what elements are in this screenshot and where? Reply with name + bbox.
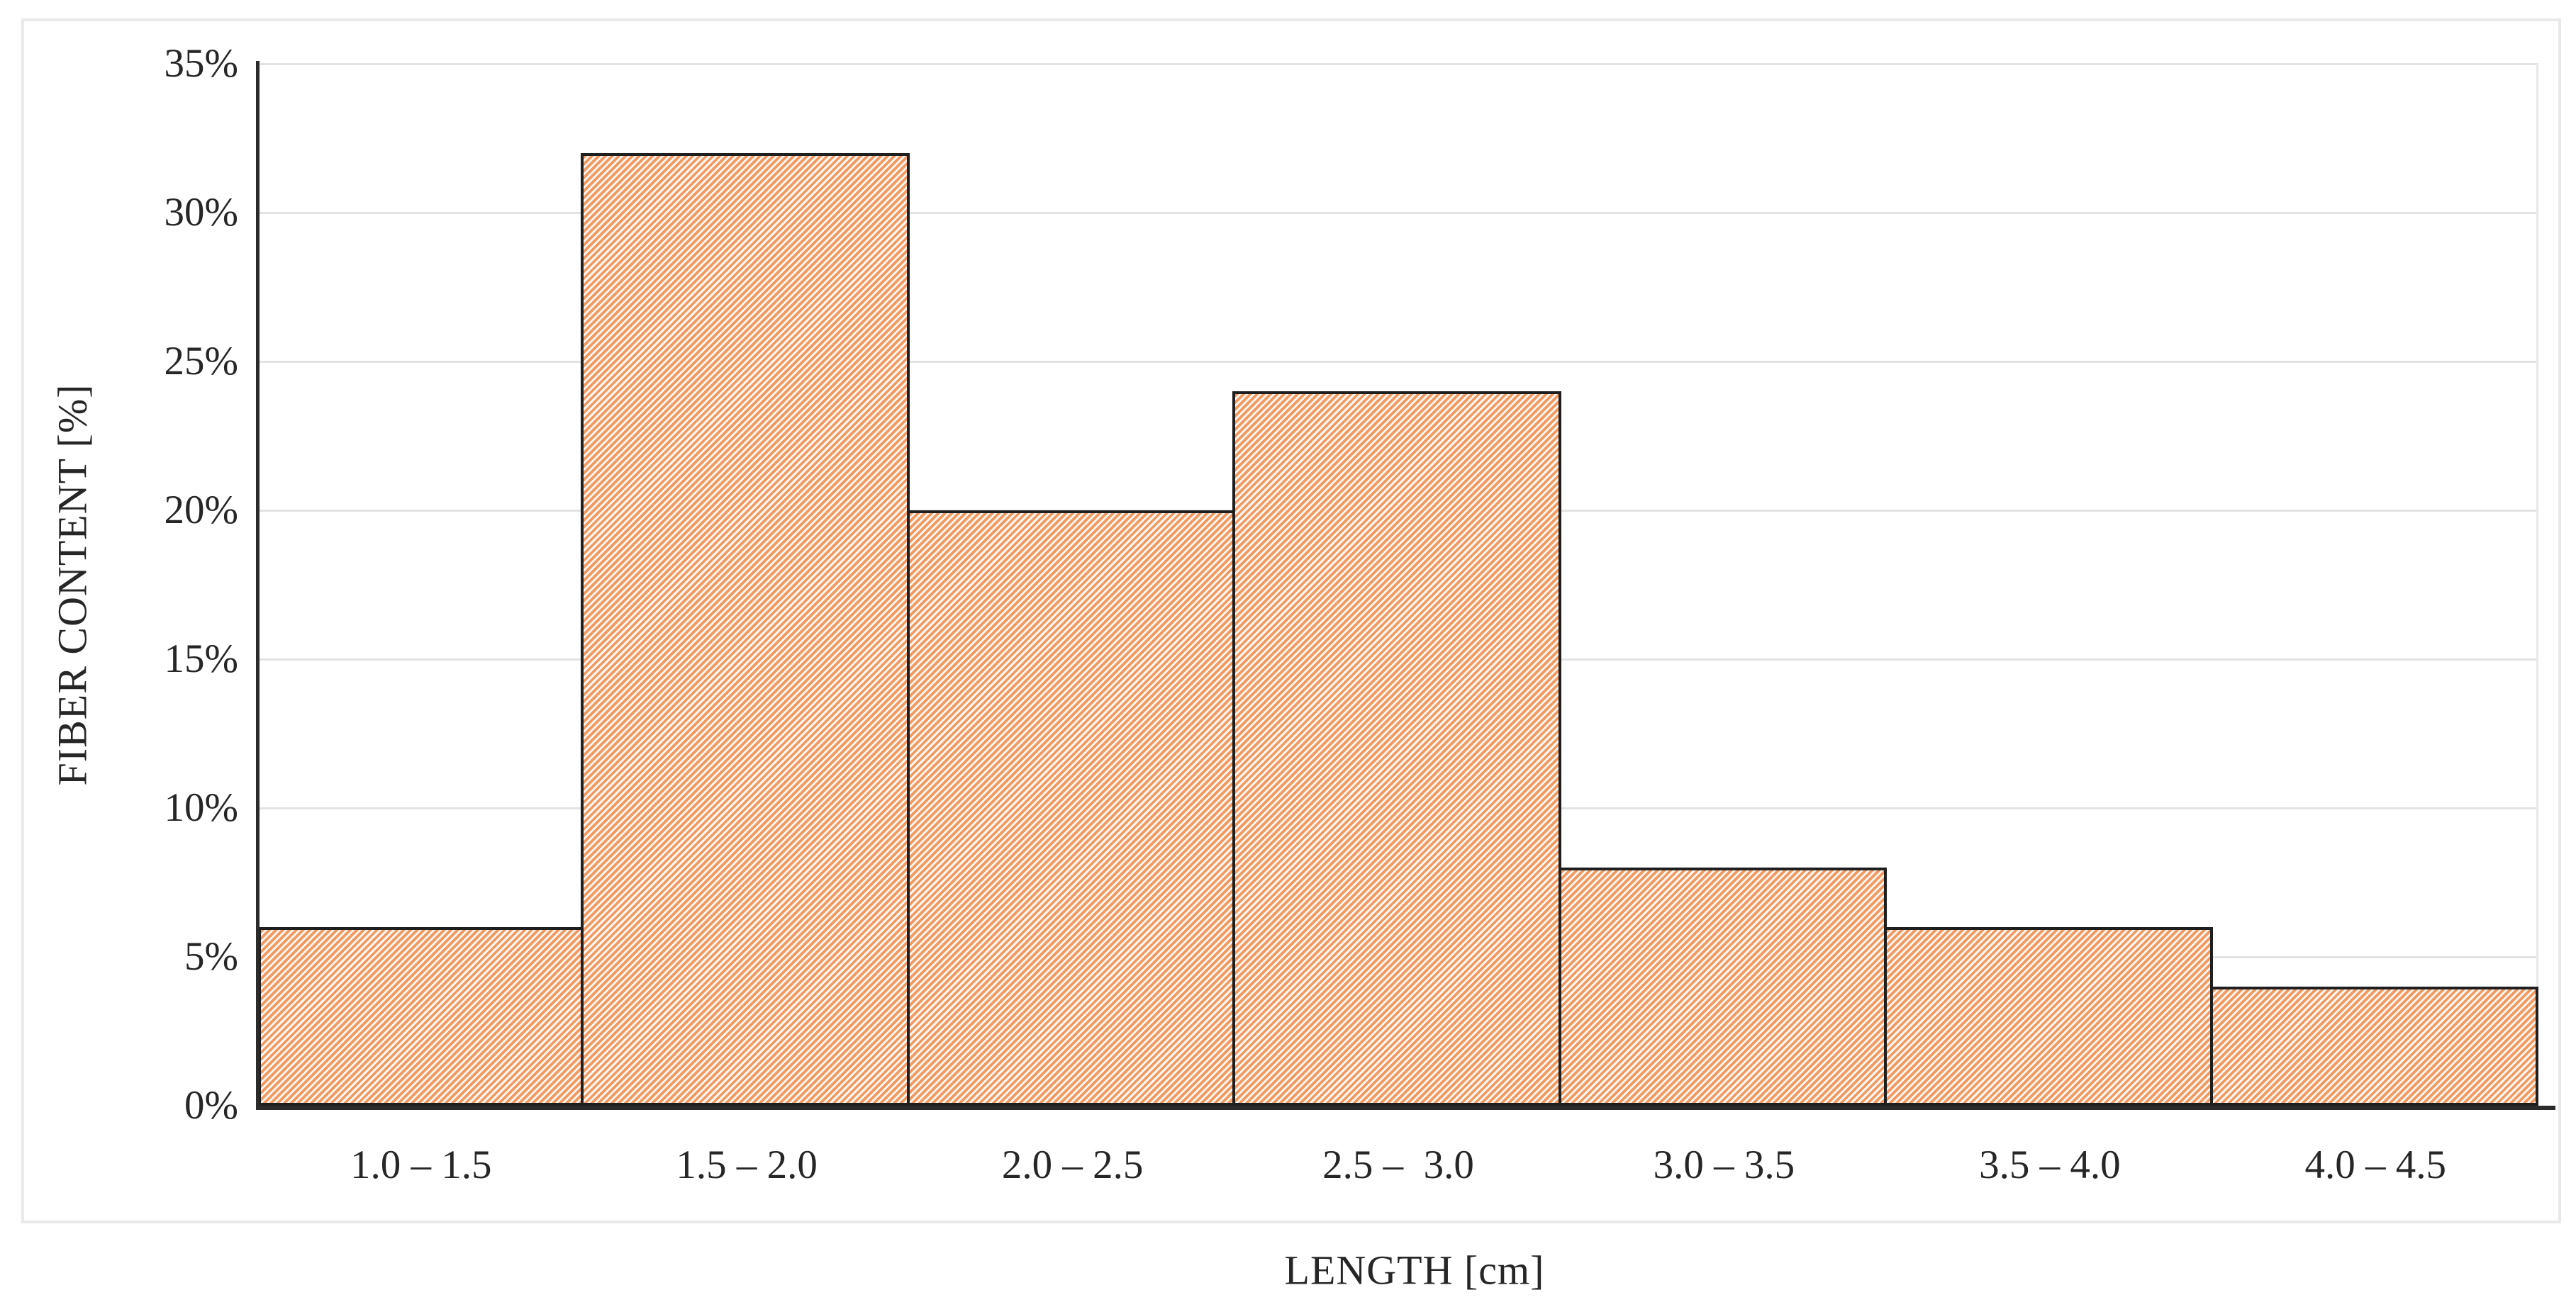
histogram-bar — [258, 927, 584, 1106]
x-tick-label: 1.5 – 2.0 — [676, 1143, 818, 1187]
x-tick-label: 2.0 – 2.5 — [1001, 1143, 1144, 1187]
x-axis-title: LENGTH [cm] — [1284, 1247, 1545, 1294]
y-tick-label: 15% — [164, 636, 238, 681]
histogram-bar — [2210, 987, 2538, 1106]
x-tick-label: 3.5 – 4.0 — [1979, 1143, 2121, 1187]
y-tick-label: 5% — [184, 934, 238, 979]
gridline — [258, 361, 2538, 363]
y-axis-line — [256, 61, 260, 1110]
y-tick-label: 25% — [164, 339, 238, 383]
histogram-bar — [1559, 868, 1887, 1106]
x-axis-line — [256, 1106, 2555, 1110]
plot-right-border — [2536, 64, 2538, 1106]
y-tick-label: 35% — [164, 41, 238, 86]
y-tick-label: 20% — [164, 488, 238, 532]
x-tick-label: 4.0 – 4.5 — [2304, 1143, 2447, 1187]
histogram-bar — [1884, 927, 2213, 1106]
y-axis-title: FIBER CONTENT [%] — [49, 383, 96, 786]
histogram-bar — [581, 153, 910, 1106]
chart-border — [21, 18, 2561, 1223]
y-tick-label: 30% — [164, 190, 238, 235]
y-tick-label: 0% — [184, 1083, 238, 1128]
x-tick-label: 3.0 – 3.5 — [1653, 1143, 1795, 1187]
x-tick-label: 1.0 – 1.5 — [350, 1143, 492, 1187]
x-tick-label: 2.5 – 3.0 — [1322, 1143, 1474, 1187]
gridline — [258, 63, 2538, 65]
gridline — [258, 212, 2538, 214]
histogram-bar — [907, 510, 1235, 1106]
histogram-bar — [1232, 391, 1561, 1106]
y-tick-label: 10% — [164, 785, 238, 830]
plot-area — [258, 63, 2538, 1106]
